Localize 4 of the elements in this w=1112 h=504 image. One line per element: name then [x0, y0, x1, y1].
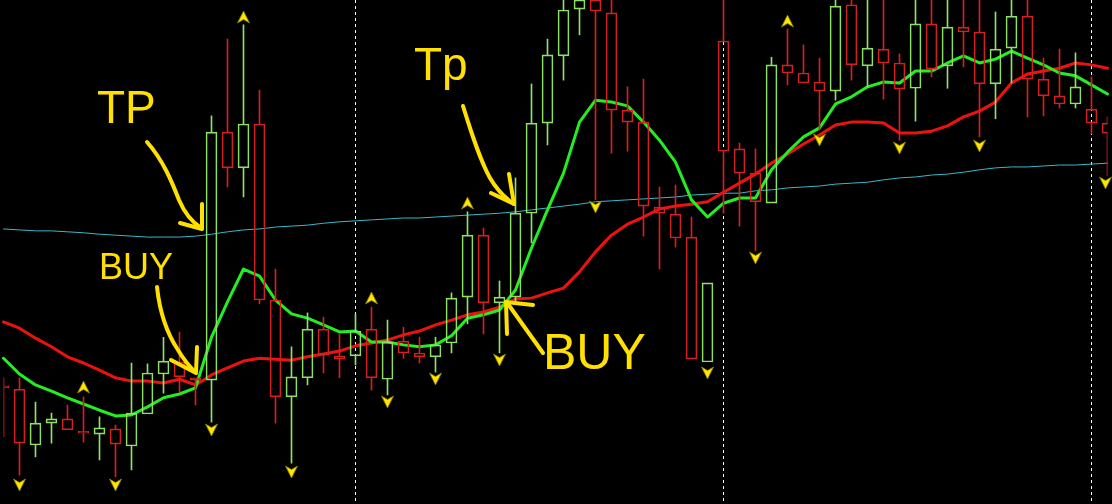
- annotation: BUY: [99, 245, 174, 287]
- annotation: Tp: [414, 37, 468, 90]
- annotation: TP: [97, 80, 156, 133]
- annotation: BUY: [543, 323, 646, 380]
